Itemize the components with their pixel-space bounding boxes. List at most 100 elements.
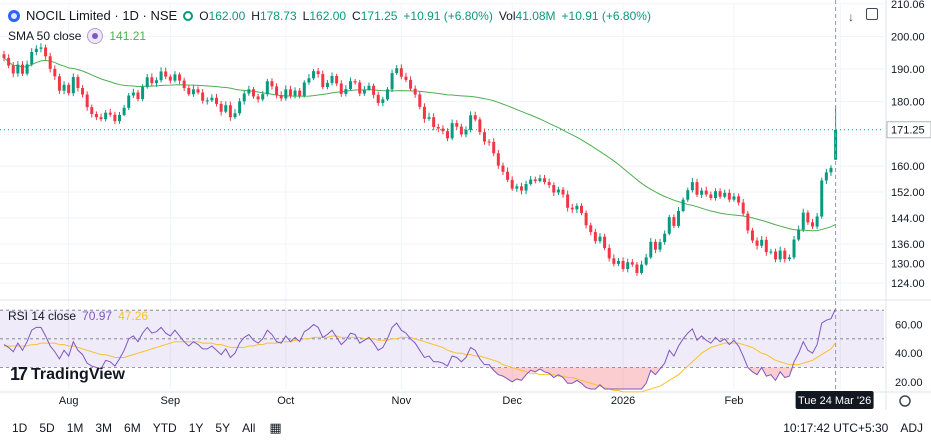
rsi-tick-label: 20.00 [895, 377, 923, 389]
compare-icon[interactable] [866, 8, 878, 20]
candle-body [39, 47, 43, 49]
download-icon[interactable]: ↓ [848, 10, 854, 24]
symbol-legend: NOCIL Limited · 1D · NSE O162.00 H178.73… [8, 8, 651, 23]
candle-body [312, 71, 316, 79]
candle-body [653, 241, 657, 250]
candle-body [85, 94, 89, 108]
price-tick-label: 144.00 [891, 213, 925, 225]
candle-body [427, 117, 431, 119]
candle-body [436, 126, 440, 129]
range-button-5d[interactable]: 5D [39, 421, 55, 435]
candle-body [441, 128, 445, 132]
candle-body [409, 79, 413, 89]
symbol-icon [8, 9, 20, 22]
candle-body [413, 88, 417, 95]
symbol-label[interactable]: NOCIL Limited · 1D · NSE [26, 8, 178, 23]
tradingview-logo-icon: 17 [10, 364, 28, 384]
candle-body [270, 81, 274, 87]
crosshair-date-bg [795, 391, 874, 409]
candle-body [298, 90, 302, 96]
vol-value: 41.08M [515, 8, 556, 23]
range-button-6m[interactable]: 6M [124, 421, 141, 435]
candle-body [367, 85, 371, 90]
bottom-right-group: 10:17:42 UTC+5:30 ADJ [783, 412, 923, 444]
range-button-ytd[interactable]: YTD [152, 421, 177, 435]
candle-body [778, 250, 782, 260]
range-button-1d[interactable]: 1D [12, 421, 28, 435]
candle-body [247, 89, 251, 94]
candle-body [182, 80, 186, 89]
eye-icon[interactable] [87, 28, 104, 44]
status-dot-icon [183, 10, 194, 21]
adj-toggle[interactable]: ADJ [900, 421, 923, 435]
candle-body [335, 76, 339, 84]
tradingview-logo[interactable]: 17 TradingView [10, 364, 125, 385]
rsi-label: RSI 14 close [8, 309, 77, 323]
sma-value: 141.21 [109, 29, 147, 43]
open-value: 162.00 [208, 8, 246, 23]
price-tick-label: 160.00 [891, 161, 925, 173]
range-button-1m[interactable]: 1M [66, 421, 84, 435]
candle-body [704, 190, 708, 195]
candle-body [464, 129, 468, 135]
candle-body [339, 83, 343, 94]
candle-body [737, 196, 741, 203]
price-tick-label: 152.00 [891, 187, 925, 199]
rsi-tick-label: 40.00 [895, 348, 923, 360]
candle-body [57, 76, 61, 91]
candle-body [519, 186, 523, 191]
candle-body [506, 171, 510, 180]
candle-body [284, 89, 288, 99]
rsi-value: 70.97 [82, 309, 113, 323]
candle-body [418, 94, 422, 107]
candle-body [584, 212, 588, 226]
rsi-band [0, 310, 884, 368]
rsi-oversold-fill [96, 367, 795, 389]
calendar-range-icon[interactable]: ▦ [269, 420, 282, 435]
candle-body [48, 56, 52, 69]
range-button-all[interactable]: All [242, 421, 256, 435]
candle-body [450, 123, 454, 139]
rsi-legend[interactable]: RSI 14 close 70.97 47.26 [8, 309, 148, 323]
candle-body [801, 212, 805, 230]
candle-body [815, 216, 819, 227]
candle-body [238, 101, 242, 114]
candle-body [746, 213, 750, 231]
candle-body [404, 76, 408, 80]
range-button-5y[interactable]: 5Y [215, 421, 231, 435]
candle-body [104, 112, 108, 120]
range-button-3m[interactable]: 3M [95, 421, 113, 435]
candle-body [279, 95, 283, 99]
candle-body [145, 77, 149, 88]
candle-body [667, 217, 671, 234]
range-button-1y[interactable]: 1Y [188, 421, 204, 435]
candle-body [201, 92, 205, 101]
candle-body [820, 180, 824, 217]
rsi-tick-label: 60.00 [895, 320, 923, 332]
low-key: L [302, 8, 310, 23]
candle-body [316, 71, 320, 75]
price-tick-label: 210.06 [891, 0, 925, 11]
sma-legend[interactable]: SMA 50 close 141.21 [8, 28, 146, 44]
candle-body [16, 64, 20, 74]
candle-body [635, 264, 639, 273]
candle-body [455, 123, 459, 127]
candle-body [834, 129, 838, 160]
time-tick-label: Aug [59, 395, 79, 407]
rsi-ma-line [4, 335, 836, 393]
bottom-toolbar: 1D 5D 1M 3M 6M YTD 1Y 5Y All ▦ 10:17:42 UTC+5:30… [0, 412, 931, 444]
candle-body [690, 182, 694, 191]
candle-body [215, 97, 219, 104]
candle-body [242, 93, 246, 102]
candle-body [381, 99, 385, 103]
candle-body [219, 103, 223, 112]
settings-icon[interactable] [899, 395, 911, 407]
low-value: 162.00 [309, 8, 347, 23]
change-value: +10.91 (+6.80%) [403, 8, 493, 23]
candle-body [205, 100, 209, 102]
candle-body [644, 257, 648, 265]
clock[interactable]: 10:17:42 UTC+5:30 [783, 421, 889, 435]
candle-body [529, 179, 533, 185]
